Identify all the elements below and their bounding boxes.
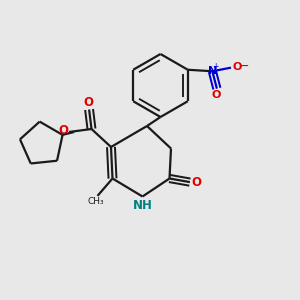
Text: NH: NH: [133, 199, 153, 212]
Text: +: +: [212, 62, 218, 70]
Text: O: O: [233, 62, 242, 72]
Text: −: −: [238, 60, 249, 73]
Text: CH₃: CH₃: [88, 197, 104, 206]
Text: O: O: [58, 124, 68, 137]
Text: N: N: [208, 66, 217, 76]
Text: O: O: [212, 90, 221, 100]
Text: O: O: [83, 96, 94, 110]
Text: O: O: [191, 176, 201, 189]
